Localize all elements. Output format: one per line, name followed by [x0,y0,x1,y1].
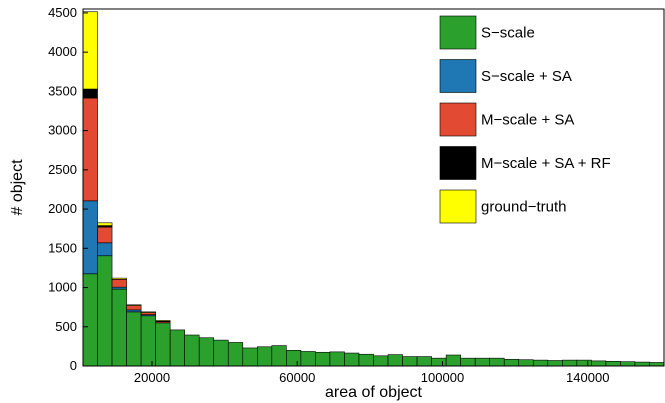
bar-segment-0-bin-15 [300,351,316,367]
bar-segment-2-bin-1 [97,226,113,244]
bar-segment-0-bin-14 [286,350,302,367]
x-tick-label-1: 60000 [279,370,315,385]
x-axis-label: area of object [325,384,423,401]
bar-segment-0-bin-28 [489,357,505,367]
bar-segment-0-bin-10 [227,342,244,367]
bar-segment-0-bin-19 [358,353,374,367]
bar-segment-0-bin-7 [184,334,200,367]
x-tick-label-2: 100000 [421,370,464,385]
legend-label-4: ground−truth [481,199,566,216]
axes-layer: 0 500 1000 1500 2000 2500 3000 3500 4000 4500 2000… [48,5,665,385]
bar-segment-1-bin-1 [97,242,113,257]
legend-swatch-4 [439,189,477,224]
bar-segment-4-bin-0 [82,11,98,90]
bar-segment-0-bin-39 [649,362,665,367]
bar-segment-0-bin-24 [431,357,447,367]
bar-segment-0-bin-18 [344,352,360,367]
bar-segment-0-bin-29 [503,359,520,367]
bar-segment-2-bin-3 [126,305,142,311]
bar-segment-0-bin-11 [242,347,258,367]
y-tick-label-9: 4500 [48,5,77,20]
bar-segment-0-bin-36 [605,360,621,367]
bar-segment-0-bin-33 [562,359,578,367]
bar-segment-0-bin-5 [155,322,171,367]
legend-label-1: S−scale + SA [481,68,572,85]
bars-layer [82,11,665,367]
legend-label-2: M−scale + SA [481,112,574,129]
plot-frame [82,8,665,367]
y-tick-label-5: 2500 [48,162,77,177]
bar-segment-0-bin-35 [591,360,607,367]
bar-segment-0-bin-23 [416,356,432,367]
bar-segment-4-bin-4 [140,311,156,313]
bar-segment-0-bin-22 [402,356,418,367]
y-axis-label: # object [9,159,26,216]
bar-segment-0-bin-27 [474,357,490,367]
y-tick-label-8: 4000 [48,44,77,59]
bar-segment-0-bin-6 [169,329,185,367]
y-tick-label-3: 1500 [48,240,77,255]
legend: S−scale S−scale + SA M−scale + SA M−scale +… [439,15,611,224]
bar-segment-0-bin-34 [576,359,592,367]
y-tick-label-0: 0 [70,358,77,373]
bar-segment-4-bin-3 [126,304,142,306]
bar-segment-0-bin-26 [460,357,476,367]
bar-segment-0-bin-3 [126,311,142,367]
bar-segment-2-bin-4 [140,312,156,315]
bar-segment-0-bin-20 [373,355,389,367]
y-tick-label-7: 3500 [48,83,77,98]
y-tick-label-1: 500 [55,319,77,334]
legend-swatch-3 [439,146,477,180]
bar-segment-0-bin-37 [620,361,636,367]
bar-segment-1-bin-0 [82,200,98,275]
y-tick-label-6: 3000 [48,123,77,138]
bar-segment-0-bin-32 [547,360,563,367]
bar-segment-2-bin-0 [82,97,98,202]
legend-swatch-1 [439,59,477,93]
x-tick-label-3: 140000 [566,370,609,385]
bar-segment-0-bin-9 [213,339,229,367]
legend-label-3: M−scale + SA + RF [481,155,611,172]
bar-segment-0-bin-17 [329,351,345,367]
bar-segment-0-bin-30 [518,359,534,367]
bar-segment-0-bin-13 [271,345,287,367]
bar-segment-3-bin-0 [82,88,98,99]
bar-segment-0-bin-38 [634,361,650,367]
legend-label-0: S−scale [481,25,535,42]
x-tick-label-0: 20000 [134,370,170,385]
bar-segment-0-bin-31 [532,359,549,367]
bar-segment-0-bin-16 [315,351,331,367]
bar-segment-0-bin-4 [140,315,156,367]
bar-segment-4-bin-5 [155,320,171,322]
legend-swatch-2 [439,102,477,137]
bar-segment-2-bin-2 [111,278,127,288]
legend-swatch-0 [439,15,477,50]
bar-segment-0-bin-25 [445,354,461,367]
bar-segment-0-bin-2 [111,288,127,367]
bar-segment-4-bin-2 [111,277,127,280]
bar-segment-0-bin-8 [198,337,215,367]
bar-segment-0-bin-21 [387,354,403,367]
bar-segment-0-bin-1 [97,255,113,367]
y-tick-label-2: 1000 [48,280,77,295]
bar-segment-0-bin-12 [256,346,273,367]
y-tick-label-4: 2000 [48,201,77,216]
bar-segment-4-bin-1 [97,222,113,226]
